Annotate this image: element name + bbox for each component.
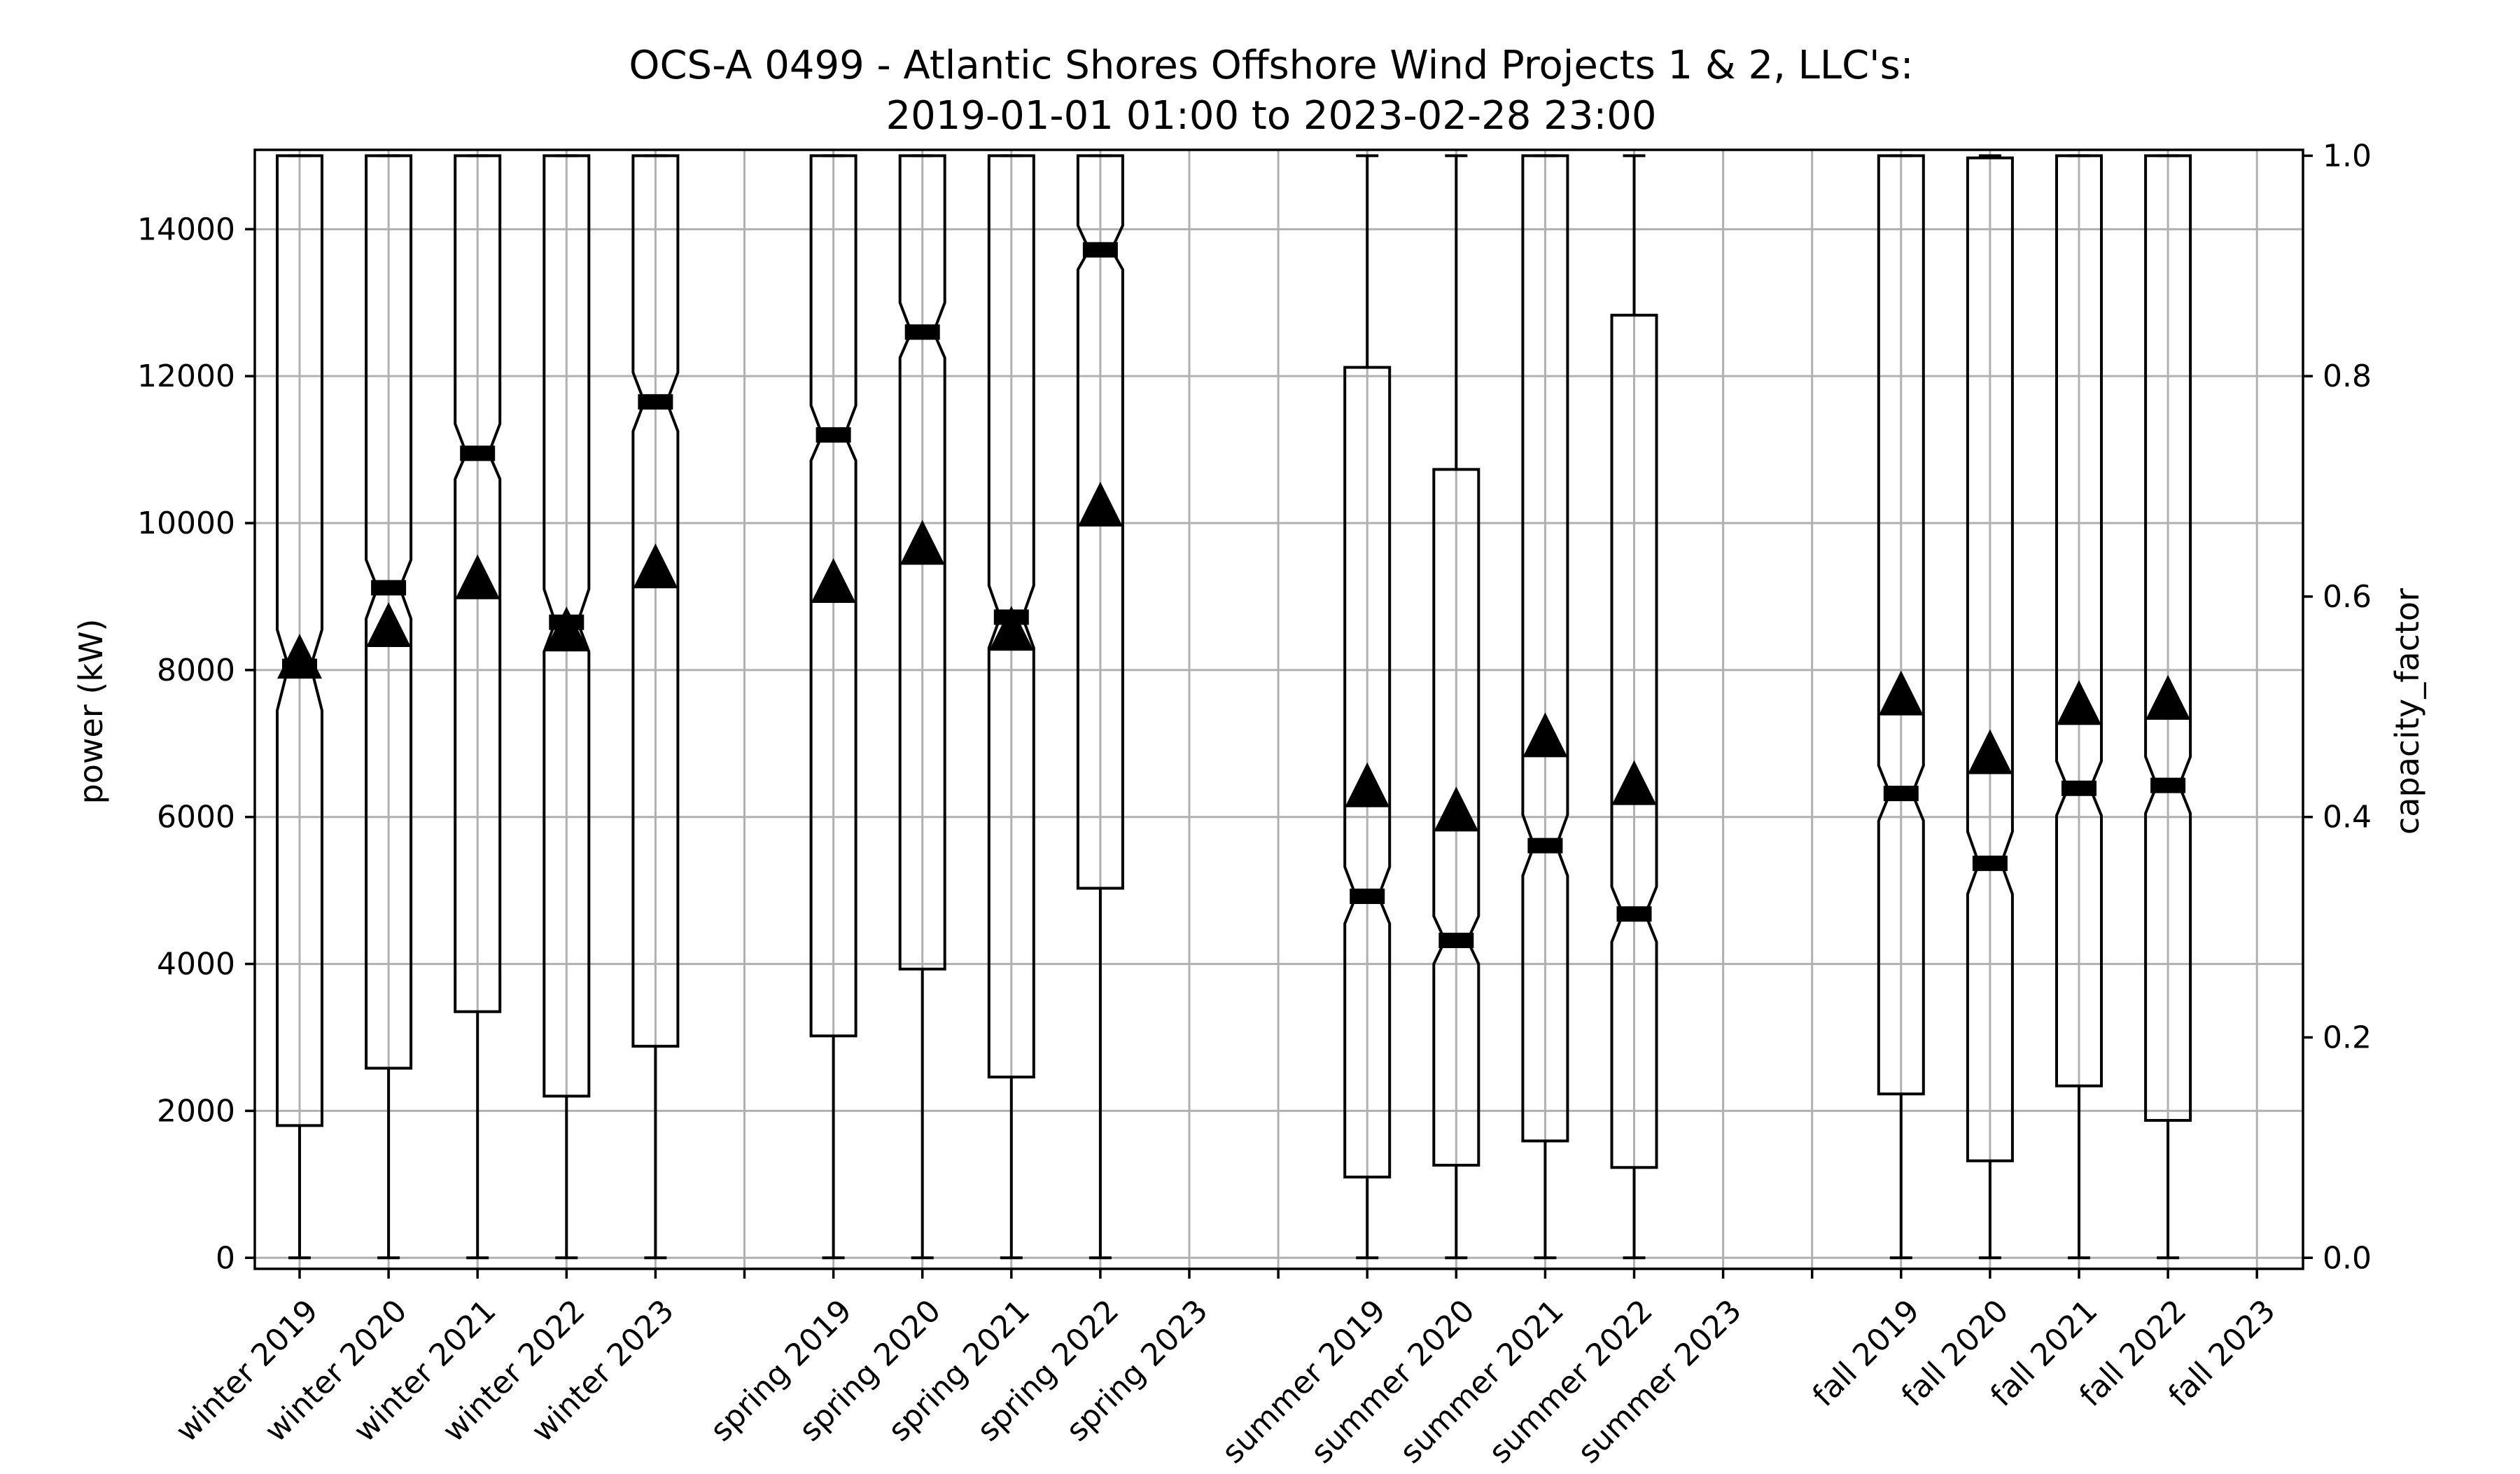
mean-marker — [899, 520, 945, 565]
mean-marker — [2057, 680, 2101, 725]
mean-marker — [1522, 712, 1568, 758]
y2-tick-label: 0.4 — [2323, 800, 2372, 835]
box-body — [454, 154, 502, 1013]
y-tick-label: 8000 — [157, 653, 235, 688]
box-body — [809, 154, 858, 1038]
box-summer-2021 — [1521, 154, 1569, 1260]
mean-marker — [988, 606, 1034, 651]
box-fall-2020 — [1966, 154, 2014, 1260]
mean-marker — [1611, 760, 1657, 805]
box-body — [1610, 314, 1658, 1169]
box-body — [1521, 154, 1569, 1143]
box-spring-2019 — [809, 154, 858, 1260]
mean-marker — [633, 543, 678, 589]
box-summer-2019 — [1343, 154, 1392, 1260]
y-tick-label: 14000 — [137, 211, 235, 247]
box-body — [2144, 154, 2192, 1122]
mean-marker — [1878, 670, 1924, 716]
y2-tick-label: 1.0 — [2323, 138, 2372, 174]
y-tick-label: 6000 — [157, 800, 235, 835]
mean-marker — [366, 602, 412, 648]
y2-axis-label: capacity_factor — [2388, 588, 2426, 835]
box-body — [1966, 156, 2014, 1162]
box-spring-2021 — [987, 154, 1035, 1260]
box-layer — [276, 154, 2192, 1260]
y-tick-label: 12000 — [137, 359, 235, 394]
y-tick-label: 4000 — [157, 947, 235, 982]
y-axis-label: power (kW) — [72, 619, 110, 805]
mean-marker — [544, 606, 589, 652]
mean-marker — [811, 558, 856, 604]
box-body — [1877, 154, 1925, 1096]
box-winter-2022 — [542, 154, 591, 1260]
box-body — [631, 154, 680, 1048]
y-tick-label: 10000 — [137, 506, 235, 541]
mean-marker — [1434, 786, 1479, 832]
box-fall-2019 — [1877, 154, 1925, 1260]
box-fall-2022 — [2144, 154, 2192, 1260]
chart-title-line-1: OCS-A 0499 - Atlantic Shores Offshore Wi… — [629, 43, 1913, 88]
mean-marker — [2146, 674, 2191, 720]
box-body — [542, 154, 591, 1098]
box-body — [1432, 468, 1480, 1167]
box-spring-2022 — [1076, 154, 1124, 1260]
chart-title-line-2: 2019-01-01 01:00 to 2023-02-28 23:00 — [886, 93, 1656, 139]
y-tick-label: 0 — [216, 1240, 235, 1276]
mean-marker — [1345, 762, 1390, 807]
box-winter-2019 — [276, 154, 323, 1260]
mean-marker — [455, 554, 500, 599]
mean-marker — [1967, 729, 2012, 774]
mean-marker — [1077, 481, 1123, 527]
box-summer-2022 — [1610, 154, 1658, 1260]
box-summer-2020 — [1432, 154, 1480, 1260]
y2-tick-label: 0.6 — [2323, 579, 2372, 615]
box-body — [276, 154, 323, 1127]
box-body — [898, 154, 946, 971]
box-winter-2020 — [365, 154, 413, 1260]
box-body — [365, 154, 413, 1070]
y-tick-label: 2000 — [157, 1093, 235, 1129]
mean-marker — [277, 634, 322, 679]
box-body — [987, 154, 1035, 1079]
box-winter-2021 — [454, 154, 502, 1260]
y2-tick-label: 0.8 — [2323, 359, 2372, 394]
y2-tick-label: 0.2 — [2323, 1020, 2372, 1055]
y2-tick-label: 0.0 — [2323, 1240, 2372, 1276]
box-fall-2021 — [2055, 154, 2103, 1260]
box-body — [2055, 154, 2103, 1087]
box-spring-2020 — [898, 154, 946, 1260]
box-winter-2023 — [631, 154, 680, 1260]
grid-layer — [255, 150, 2303, 1269]
box-body — [1343, 366, 1392, 1178]
